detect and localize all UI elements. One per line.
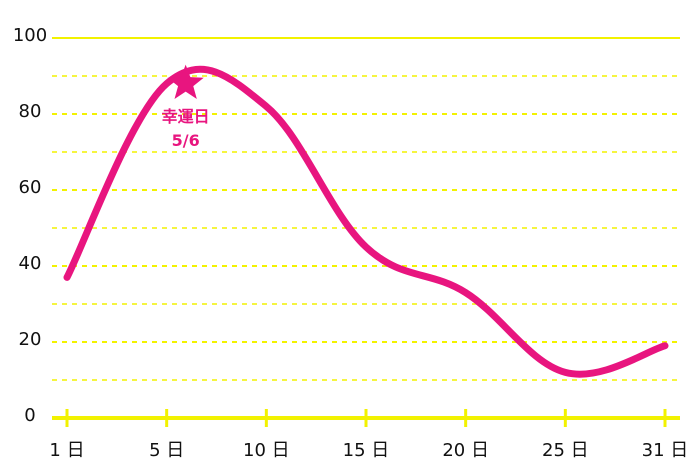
x-tick-label: 20 日 — [442, 440, 489, 461]
lucky-star — [167, 64, 204, 99]
line — [63, 65, 669, 378]
y-tick-label: 40 — [19, 253, 42, 274]
y-tick-label: 80 — [19, 101, 42, 122]
x-tick-label: 31 日 — [642, 440, 689, 461]
y-tick-label: 60 — [19, 177, 42, 198]
x-tick-label: 10 日 — [243, 440, 290, 461]
annotation-date: 5/6 — [172, 131, 200, 150]
y-tick-label: 0 — [24, 405, 35, 426]
x-tick-label: 15 日 — [343, 440, 390, 461]
x-tick-label: 5 日 — [149, 440, 184, 461]
grid — [52, 37, 680, 427]
annotation-label: 幸運日 — [162, 107, 210, 126]
x-tick-label: 25 日 — [542, 440, 589, 461]
y-tick-label: 20 — [19, 329, 42, 350]
x-tick-label: 1 日 — [49, 440, 84, 461]
y-tick-label: 100 — [13, 25, 47, 46]
